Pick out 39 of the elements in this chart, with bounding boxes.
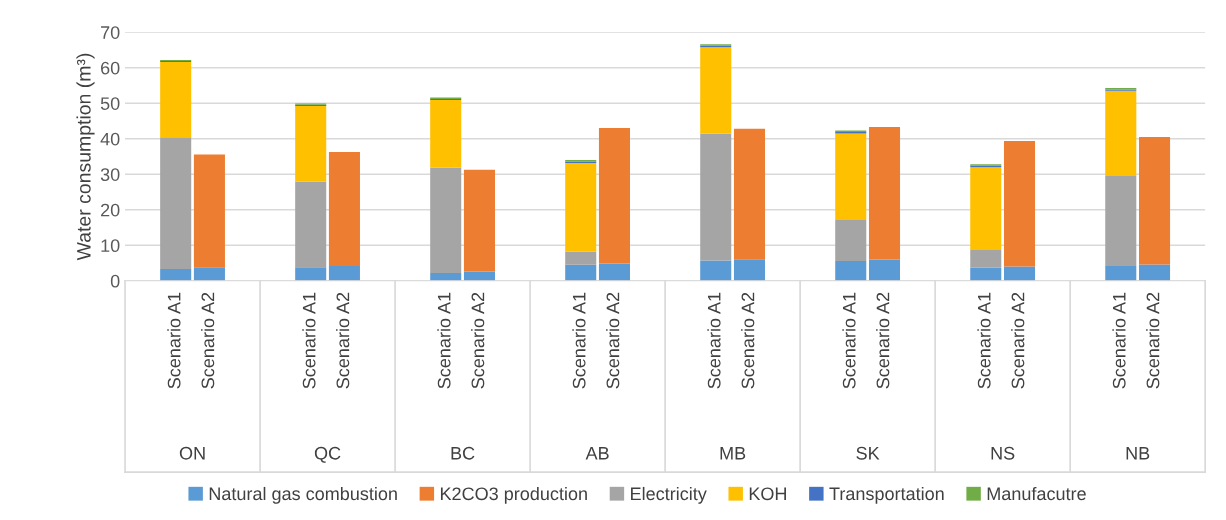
- text: AB: [585, 447, 609, 460]
- legend-label: K2CO3 production: [440, 486, 587, 504]
- y-tick-label: 20: [101, 203, 120, 217]
- legend-label: Transportation: [829, 486, 944, 504]
- x-tick-label: Scenario A2: [1011, 292, 1025, 389]
- x-tick-label: Scenario A1: [167, 292, 181, 389]
- y-axis-title: Water consumption (m³): [76, 53, 95, 261]
- y-tick-label: 50: [100, 97, 120, 110]
- legend-label: KOH: [749, 487, 786, 501]
- x-tick-label: Scenario A2: [606, 292, 620, 389]
- y-tick-label: 60: [101, 61, 120, 75]
- x-tick-label: Scenario A1: [572, 292, 586, 389]
- y-tick-label: 10: [101, 239, 120, 253]
- text: NB: [1126, 447, 1150, 460]
- legend-label: Natural gas combustion: [209, 486, 397, 504]
- y-tick-label: 0: [110, 274, 120, 288]
- x-tick-label: Scenario A2: [741, 292, 755, 389]
- text: BC: [451, 446, 475, 460]
- legend-label: Manufacutre: [987, 486, 1086, 501]
- legend-label: Electricity: [631, 486, 707, 504]
- x-tick-label: Scenario A2: [336, 292, 350, 389]
- y-tick-label: 40: [100, 132, 120, 146]
- x-tick-label: Scenario A2: [471, 292, 485, 389]
- x-tick-label: Scenario A2: [201, 292, 215, 389]
- x-tick-label: Scenario A1: [977, 292, 991, 389]
- x-tick-label: Scenario A1: [302, 292, 316, 389]
- x-tick-label: Scenario A2: [876, 292, 890, 389]
- x-tick-label: Scenario A1: [707, 292, 721, 389]
- y-tick-label: 70: [101, 26, 120, 39]
- text: QC: [314, 446, 341, 463]
- x-tick-label: Scenario A1: [437, 292, 451, 389]
- y-tick-label: 30: [100, 168, 120, 181]
- text: ON: [179, 446, 205, 460]
- text: SK: [856, 446, 880, 460]
- text: MB: [720, 447, 746, 460]
- text: NS: [991, 446, 1015, 460]
- x-tick-label: Scenario A1: [842, 292, 856, 389]
- x-tick-label: Scenario A1: [1112, 292, 1126, 389]
- x-tick-label: Scenario A2: [1146, 292, 1160, 389]
